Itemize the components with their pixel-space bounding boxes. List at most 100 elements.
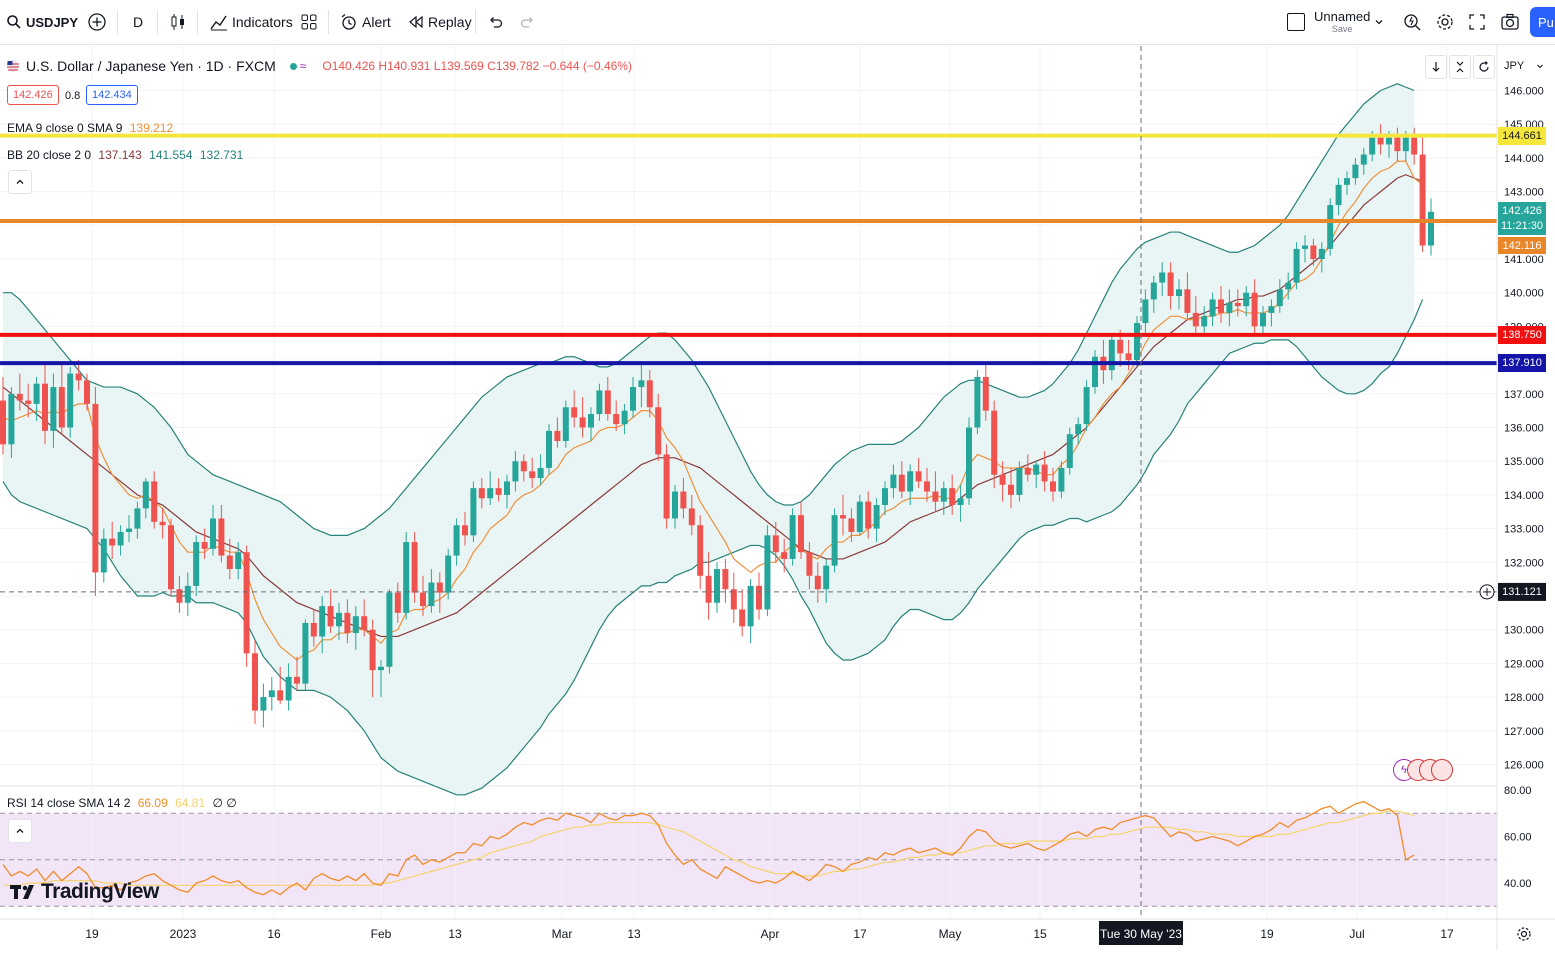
price-tick-label: 140.000 <box>1504 288 1544 300</box>
redo-button[interactable] <box>520 0 536 44</box>
time-tick-label: 13 <box>448 927 462 941</box>
replay-button[interactable]: Replay <box>408 0 472 44</box>
candle-body <box>1033 464 1040 475</box>
time-tick-label: 19 <box>85 927 99 941</box>
ema-legend[interactable]: EMA 9 close 0 SMA 9 139.212 <box>7 121 173 135</box>
rsi-value: 66.09 <box>137 796 168 810</box>
chevron-down-icon <box>1537 64 1543 69</box>
reset-scale-button[interactable] <box>1473 55 1495 79</box>
layout-name-button[interactable]: Unnamed Save <box>1314 0 1370 44</box>
candle-body <box>84 380 90 404</box>
publish-button[interactable]: Pu <box>1530 0 1555 44</box>
bb-legend[interactable]: BB 20 close 2 0 137.143 141.554 132.731 <box>7 148 243 162</box>
alert-button[interactable]: Alert <box>340 0 391 44</box>
currency-selector[interactable]: JPY <box>1500 55 1548 77</box>
candle-body <box>117 531 124 546</box>
candle-body <box>882 488 888 506</box>
level-tag: 138.750 <box>1502 329 1542 341</box>
candle-body <box>386 592 393 667</box>
candle-body <box>604 390 611 415</box>
candle-body <box>16 393 23 401</box>
buy-button[interactable]: 142.434 <box>86 85 138 105</box>
candle-body <box>243 552 250 654</box>
candle-body <box>420 592 426 607</box>
undo-button[interactable] <box>487 0 503 44</box>
price-tick-label: 127.000 <box>1504 726 1544 738</box>
candle-body <box>512 461 519 482</box>
candle-body <box>772 535 779 553</box>
crosshair-price-tag: 131.121 <box>1502 586 1542 598</box>
rsi-tick-label: 80.00 <box>1504 785 1532 797</box>
layout-menu-button[interactable] <box>1374 0 1384 44</box>
divider <box>157 10 158 34</box>
candle-body <box>1108 339 1115 371</box>
events-marker[interactable]: ϟ <box>1393 759 1453 781</box>
crosshair-date-label: Tue 30 May '23 <box>1100 927 1182 941</box>
publish-label: Pu <box>1530 7 1555 37</box>
candle-body <box>529 471 536 479</box>
top-toolbar: USDJPY D Indicators Alert Replay Unnamed… <box>0 0 1555 45</box>
candle-body <box>638 380 645 388</box>
candle-body <box>932 491 939 502</box>
fullscreen-button[interactable] <box>1468 0 1486 44</box>
settings-button[interactable] <box>1435 0 1455 44</box>
candle-body <box>42 383 48 431</box>
candle-body <box>554 430 561 441</box>
candle-body <box>1276 289 1283 307</box>
candle-body <box>277 690 284 701</box>
rsi-extra: ∅ ∅ <box>212 796 237 810</box>
candle-body <box>470 488 477 536</box>
chart-canvas[interactable]: 126.000127.000128.000129.000130.000131.0… <box>0 45 1555 955</box>
templates-button[interactable] <box>300 0 318 44</box>
candle-body <box>806 552 813 576</box>
candle-body <box>1411 137 1418 155</box>
indicators-button[interactable]: Indicators <box>210 0 293 44</box>
collapse-legend-button[interactable] <box>8 170 32 194</box>
level-tag-box <box>1498 127 1546 145</box>
candle-body <box>571 407 578 418</box>
candle-body <box>1352 164 1359 179</box>
candle-body <box>403 542 410 613</box>
candle-body <box>940 488 947 502</box>
candle-body <box>705 575 712 603</box>
candle-body <box>655 407 662 455</box>
level-tag: 137.910 <box>1502 357 1542 369</box>
candle-body <box>949 488 956 506</box>
snapshot-button[interactable] <box>1500 0 1520 44</box>
tradingview-logo[interactable]: TradingView <box>10 880 159 904</box>
candle-body <box>1024 467 1031 475</box>
price-tick-label: 134.000 <box>1504 490 1544 502</box>
chart-type-button[interactable] <box>169 0 187 44</box>
symbol-search[interactable]: USDJPY <box>6 0 78 44</box>
candle-body <box>1268 306 1275 313</box>
candle-body <box>1318 248 1325 259</box>
rsi-legend[interactable]: RSI 14 close SMA 14 2 66.09 64.81 ∅ ∅ <box>7 796 237 810</box>
rewind-icon <box>409 15 423 29</box>
candle-body <box>798 515 804 553</box>
candle-body <box>1176 289 1182 297</box>
time-tick-label: 13 <box>627 927 641 941</box>
candle-body <box>478 488 485 499</box>
candle-body <box>302 622 309 684</box>
collapse-rsi-button[interactable] <box>8 819 32 843</box>
interval-label: D <box>133 14 144 30</box>
scroll-down-button[interactable] <box>1425 55 1447 79</box>
time-tick-label: 19 <box>1260 927 1274 941</box>
main-legend: U.S. Dollar / Japanese Yen · 1D · FXCM ≈… <box>6 58 632 74</box>
compare-button[interactable] <box>87 0 107 44</box>
candle-body <box>336 612 342 627</box>
wave-icon: ≈ <box>299 59 307 73</box>
collapse-button[interactable] <box>1449 55 1471 79</box>
layout-checkbox[interactable] <box>1287 0 1305 44</box>
candle-body <box>1184 289 1191 313</box>
candle-body <box>781 552 788 559</box>
price-tick-label: 146.000 <box>1504 86 1544 98</box>
time-axis-settings[interactable] <box>1516 926 1532 947</box>
candle-body <box>1386 137 1392 145</box>
tv-logo-icon <box>10 885 34 899</box>
level-tag: 144.661 <box>1502 130 1542 142</box>
sell-button[interactable]: 142.426 <box>7 85 59 105</box>
last-price-tag-box <box>1498 202 1546 235</box>
interval-button[interactable]: D <box>133 0 143 44</box>
quick-search-button[interactable] <box>1402 0 1422 44</box>
